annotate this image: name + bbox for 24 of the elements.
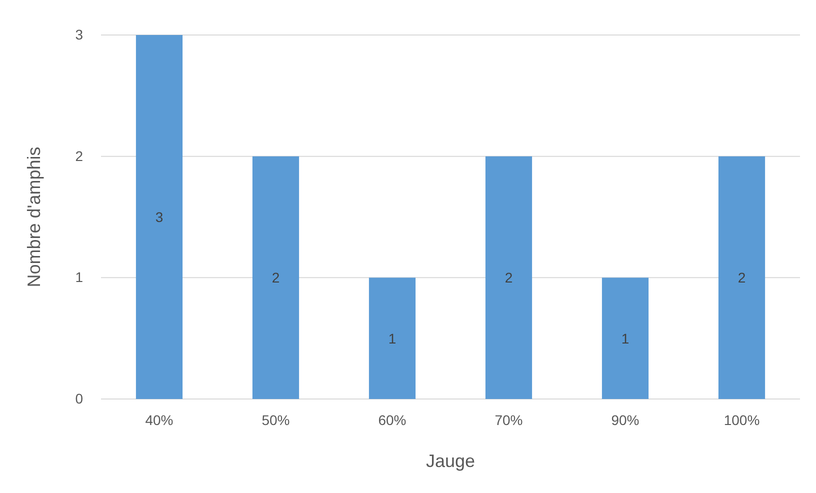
data-label: 2	[738, 270, 746, 286]
bar	[368, 278, 416, 399]
bar	[718, 156, 766, 399]
x-tick-label: 50%	[262, 412, 290, 428]
x-axis-title: Jauge	[426, 451, 476, 471]
y-tick-label: 1	[75, 269, 84, 286]
y-tick-label: 0	[75, 390, 84, 406]
x-tick-label: 90%	[611, 412, 640, 428]
data-label: 3	[155, 209, 164, 225]
x-tick-label: 40%	[145, 412, 174, 428]
x-tick-label: 60%	[378, 412, 406, 428]
y-axis-title: Nombre d'amphis	[24, 146, 44, 288]
data-label: 2	[272, 270, 280, 286]
bar	[136, 35, 183, 399]
bar	[485, 156, 532, 399]
y-tick-label: 3	[75, 26, 84, 42]
x-tick-label: 100%	[724, 412, 760, 428]
y-tick-label: 2	[75, 148, 84, 164]
bar	[602, 278, 649, 399]
data-label: 2	[504, 270, 513, 286]
data-label: 1	[388, 330, 396, 346]
x-tick-label: 70%	[494, 412, 523, 428]
data-label: 1	[621, 330, 630, 346]
bar	[252, 156, 300, 399]
